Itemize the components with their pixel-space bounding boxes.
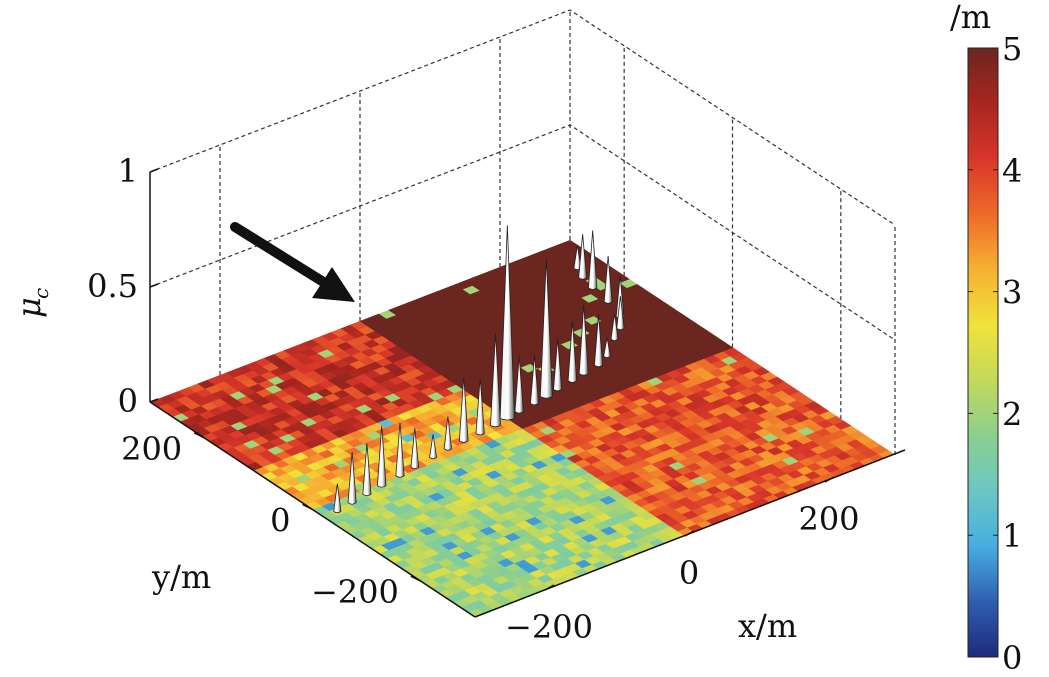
spike <box>410 428 420 470</box>
spike <box>553 338 563 392</box>
z-tick-label: 0 <box>118 382 138 420</box>
spike <box>475 378 485 436</box>
spike <box>539 258 553 399</box>
colorbar-tick-label: 1 <box>1002 517 1022 555</box>
x-tick-label: 200 <box>798 500 859 538</box>
y-axis-ticks: −200 0 200 <box>121 430 422 611</box>
spike <box>567 321 578 383</box>
x-axis-ticks: −200 0 200 <box>505 476 860 646</box>
spike <box>593 314 604 368</box>
z-axis-label: μ c <box>10 288 53 318</box>
z-tick-mark <box>149 283 159 288</box>
colorbar-scale <box>967 47 999 658</box>
spike <box>362 443 372 497</box>
spike <box>443 416 452 451</box>
spike <box>578 233 587 280</box>
z-tick-mark <box>149 168 159 173</box>
y-axis-label: y/m <box>151 558 211 596</box>
svg-text:c: c <box>29 288 53 299</box>
spike <box>603 255 613 304</box>
x-axis-label: x/m <box>738 607 797 645</box>
x-tick-mark <box>684 530 695 537</box>
z-tick-label: 0.5 <box>87 267 138 305</box>
spike <box>578 304 589 376</box>
x-tick-label: −200 <box>505 608 593 646</box>
spike <box>429 434 438 460</box>
colorbar-tick-label: 2 <box>1002 395 1022 433</box>
colorbar-tick-label: 5 <box>1002 30 1022 68</box>
spike <box>458 376 469 443</box>
spike <box>333 483 342 514</box>
x-tick-mark <box>544 584 555 591</box>
spike <box>603 337 611 359</box>
spike <box>610 313 619 342</box>
spike-layer <box>333 225 625 514</box>
spike <box>490 333 501 428</box>
x-tick-mark <box>824 476 835 483</box>
svg-text:μ: μ <box>10 297 48 318</box>
colorbar-unit: /m <box>950 0 991 36</box>
spike <box>347 452 357 505</box>
spike <box>514 356 524 414</box>
z-axis-ticks: 00.51 <box>87 152 159 420</box>
colorbar: /m 0 1 2 3 4 5 <box>950 0 1022 677</box>
surface-cell <box>559 240 579 249</box>
grid-box <box>149 9 896 455</box>
colorbar-tick-label: 0 <box>1002 639 1022 677</box>
y-tick-label: 200 <box>121 430 182 468</box>
colorbar-tick-label: 4 <box>1002 152 1022 190</box>
spike <box>530 355 539 406</box>
colorbar-ticks: 0 1 2 3 4 5 <box>968 30 1022 677</box>
colorbar-tick-label: 3 <box>1002 274 1022 312</box>
spike <box>588 230 598 290</box>
x-tick-label: 0 <box>679 554 699 592</box>
y-tick-mark <box>410 575 422 582</box>
y-tick-mark <box>193 432 205 439</box>
surface-floor <box>150 240 896 617</box>
annotation-arrow <box>230 222 355 302</box>
spike <box>376 425 387 488</box>
y-tick-label: 0 <box>270 502 290 540</box>
y-tick-mark <box>302 503 313 511</box>
spike <box>616 296 625 331</box>
z-tick-label: 1 <box>118 152 138 190</box>
spike <box>499 225 515 421</box>
spike <box>395 422 405 478</box>
y-tick-label: −200 <box>311 573 399 611</box>
z-tick-mark <box>149 398 159 403</box>
